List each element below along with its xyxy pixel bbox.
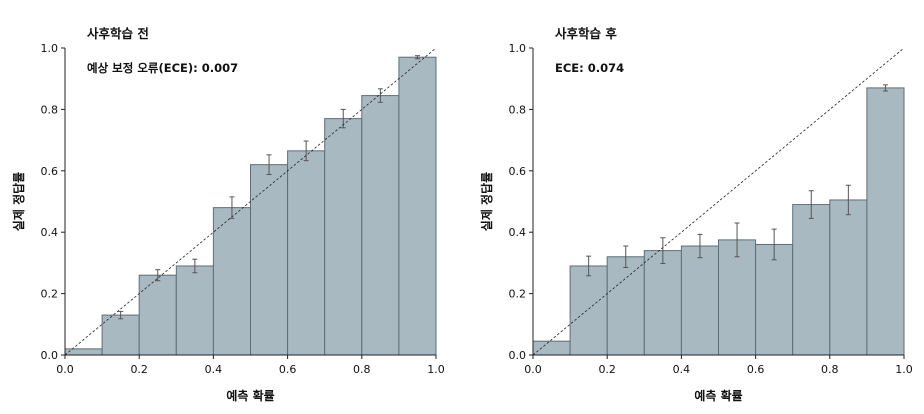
- ece-annotation: ECE: 0.074: [555, 61, 624, 75]
- error-bar-4: [660, 237, 666, 265]
- error-bar-9: [845, 184, 851, 216]
- x-tick-label: 0.8: [353, 363, 371, 376]
- x-tick-label: 0.6: [747, 363, 765, 376]
- error-bar-7: [303, 140, 309, 162]
- x-tick-label: 0.0: [56, 363, 74, 376]
- error-bar-9: [377, 88, 383, 103]
- error-bar-4: [192, 258, 198, 274]
- error-bar-10: [882, 84, 888, 92]
- x-tick-label: 0.2: [130, 363, 148, 376]
- error-bar-8: [808, 190, 814, 219]
- error-bar-5: [229, 196, 235, 219]
- y-tick-label: 0.0: [509, 349, 527, 362]
- bar-8: [324, 118, 363, 356]
- bar-1: [532, 340, 571, 356]
- bar-2: [101, 314, 140, 356]
- y-tick-label: 1.0: [509, 42, 527, 55]
- y-tick-label: 0.2: [41, 288, 59, 301]
- x-axis-label: 예측 확률: [226, 388, 274, 403]
- ece-annotation: 예상 보정 오류(ECE): 0.007: [87, 61, 238, 75]
- y-tick-label: 0.2: [509, 288, 527, 301]
- bar-9: [829, 199, 868, 356]
- calibration-chart-after: 0.0 0.2 0.4 0.6 0.8 1.0 0.0 0.2 0.4 0.6 0.8 1.0 사후학습…: [479, 26, 913, 403]
- bar-1: [64, 348, 103, 356]
- bar-7: [287, 150, 326, 356]
- bar-4: [643, 250, 682, 356]
- chart-title: 사후학습 전: [87, 26, 149, 41]
- x-axis-label: 예측 확률: [694, 388, 742, 403]
- chart-title: 사후학습 후: [555, 26, 617, 41]
- bar-7: [755, 243, 794, 356]
- y-tick-label: 0.6: [41, 165, 59, 178]
- error-bar-6: [266, 154, 272, 175]
- error-bar-10: [414, 55, 420, 60]
- calibration-chart-before: 0.0 0.2 0.4 0.6 0.8 1.0 0.0 0.2 0.4 0.6 0.8 1.0 사후학습…: [11, 26, 445, 403]
- y-tick-label: 0.4: [509, 226, 527, 239]
- bar-6: [250, 164, 289, 356]
- bar-3: [138, 274, 177, 356]
- x-tick-label: 1.0: [427, 363, 445, 376]
- bar-9: [361, 95, 400, 356]
- bar-5: [212, 207, 251, 356]
- y-tick-label: 1.0: [41, 42, 59, 55]
- x-tick-label: 0.8: [821, 363, 839, 376]
- error-bar-2: [586, 255, 592, 277]
- y-tick-label: 0.0: [41, 349, 59, 362]
- x-tick-label: 0.2: [598, 363, 616, 376]
- x-tick-label: 0.0: [524, 363, 542, 376]
- error-bar-6: [734, 222, 740, 258]
- bar-10: [866, 87, 905, 356]
- bar-8: [792, 204, 831, 356]
- bar-4: [175, 265, 214, 356]
- error-bar-2: [118, 310, 124, 320]
- y-tick-label: 0.4: [41, 226, 59, 239]
- bar-3: [606, 256, 645, 356]
- y-tick-label: 0.8: [41, 103, 59, 116]
- error-bar-7: [771, 228, 777, 261]
- error-bar-3: [155, 269, 161, 282]
- diagonal-reference-line: [532, 47, 905, 356]
- bar-5: [680, 245, 720, 356]
- y-tick-label: 0.8: [509, 103, 527, 116]
- x-tick-label: 0.4: [205, 363, 223, 376]
- y-axis-label: 실제 정답률: [479, 172, 494, 231]
- x-tick-label: 1.0: [895, 363, 913, 376]
- error-bar-5: [697, 233, 703, 259]
- diagonal-reference-line: [64, 47, 437, 356]
- x-tick-label: 0.6: [279, 363, 297, 376]
- error-bar-3: [623, 245, 629, 269]
- y-axis-label: 실제 정답률: [11, 172, 26, 231]
- bar-10: [398, 56, 437, 356]
- y-tick-label: 0.6: [509, 165, 527, 178]
- x-tick-label: 0.4: [673, 363, 691, 376]
- bar-2: [569, 265, 608, 356]
